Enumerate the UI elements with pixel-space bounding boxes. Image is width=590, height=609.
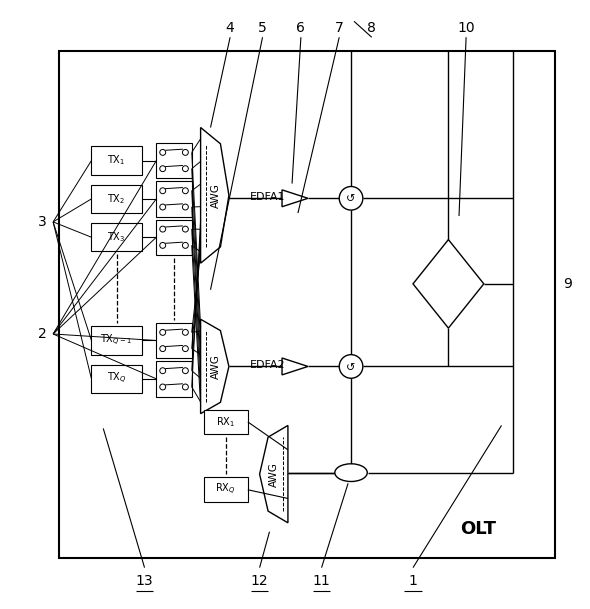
Text: TX$_Q$: TX$_Q$ [107, 371, 126, 386]
FancyBboxPatch shape [156, 361, 192, 396]
Text: 1: 1 [408, 574, 418, 588]
Text: RX$_Q$: RX$_Q$ [215, 482, 236, 498]
FancyBboxPatch shape [91, 185, 142, 213]
Text: AWG: AWG [211, 354, 221, 379]
FancyBboxPatch shape [59, 51, 555, 558]
Text: ↺: ↺ [346, 362, 356, 373]
Text: TX$_2$: TX$_2$ [107, 192, 126, 206]
Circle shape [182, 242, 188, 248]
Circle shape [160, 149, 166, 155]
Text: 3: 3 [38, 215, 47, 229]
Text: TX$_1$: TX$_1$ [107, 153, 126, 167]
Text: TX$_3$: TX$_3$ [107, 230, 126, 244]
Polygon shape [201, 127, 229, 263]
Circle shape [182, 149, 188, 155]
Ellipse shape [335, 464, 367, 482]
Circle shape [160, 329, 166, 336]
Circle shape [339, 354, 363, 378]
FancyBboxPatch shape [91, 326, 142, 354]
Circle shape [160, 166, 166, 172]
Circle shape [339, 186, 363, 210]
FancyBboxPatch shape [156, 323, 192, 358]
Circle shape [182, 368, 188, 374]
FancyBboxPatch shape [91, 223, 142, 252]
FancyBboxPatch shape [204, 477, 248, 502]
Polygon shape [201, 319, 229, 414]
Text: 8: 8 [367, 21, 376, 35]
Text: 7: 7 [335, 21, 343, 35]
Circle shape [182, 384, 188, 390]
Circle shape [160, 368, 166, 374]
Text: AWG: AWG [211, 183, 221, 208]
Text: TX$_{Q-1}$: TX$_{Q-1}$ [100, 333, 133, 348]
Text: AWG: AWG [269, 462, 278, 487]
Text: 2: 2 [38, 327, 47, 341]
FancyBboxPatch shape [156, 143, 192, 178]
Circle shape [182, 166, 188, 172]
FancyBboxPatch shape [156, 219, 192, 255]
Circle shape [160, 204, 166, 210]
Circle shape [182, 188, 188, 194]
Text: ↺: ↺ [346, 194, 356, 205]
Text: EDFA2: EDFA2 [250, 360, 285, 370]
Polygon shape [282, 358, 308, 375]
Circle shape [182, 346, 188, 351]
Polygon shape [413, 239, 484, 328]
Text: 6: 6 [296, 21, 306, 35]
FancyBboxPatch shape [91, 365, 142, 393]
Circle shape [160, 384, 166, 390]
Text: 13: 13 [136, 574, 153, 588]
Polygon shape [260, 426, 288, 523]
Circle shape [182, 204, 188, 210]
Text: EDFA1: EDFA1 [250, 191, 285, 202]
Circle shape [182, 226, 188, 232]
FancyBboxPatch shape [156, 181, 192, 217]
Text: 4: 4 [226, 21, 234, 35]
FancyBboxPatch shape [91, 146, 142, 175]
Text: 9: 9 [563, 277, 572, 291]
Circle shape [182, 329, 188, 336]
Text: 11: 11 [313, 574, 330, 588]
Circle shape [160, 226, 166, 232]
Text: 5: 5 [258, 21, 267, 35]
Circle shape [160, 346, 166, 351]
Text: 10: 10 [457, 21, 475, 35]
Text: RX$_1$: RX$_1$ [216, 415, 235, 429]
Text: 12: 12 [251, 574, 268, 588]
Polygon shape [282, 190, 308, 206]
Circle shape [160, 188, 166, 194]
FancyBboxPatch shape [204, 409, 248, 434]
Circle shape [160, 242, 166, 248]
Text: OLT: OLT [460, 519, 496, 538]
